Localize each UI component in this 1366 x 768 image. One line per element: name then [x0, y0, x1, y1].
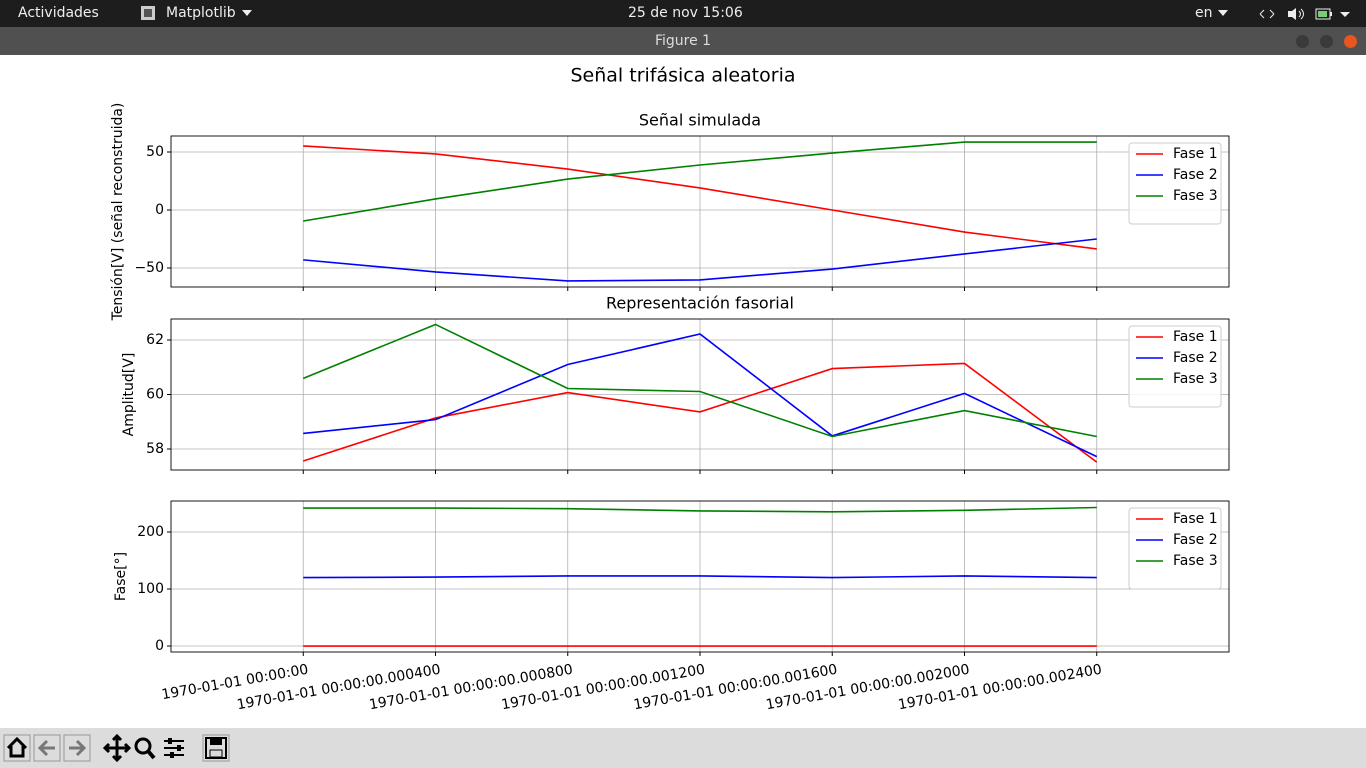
- lang-caret: [1218, 10, 1228, 16]
- toolbar: [0, 728, 1366, 768]
- activities[interactable]: Actividades: [18, 5, 99, 21]
- maximize[interactable]: [1320, 35, 1333, 48]
- minimize[interactable]: [1296, 35, 1309, 48]
- lang[interactable]: en: [1195, 5, 1213, 21]
- data-line: [303, 362, 1098, 463]
- legend-label: Fase 2: [1173, 532, 1218, 548]
- app-icon: [141, 6, 155, 20]
- data-line: [303, 141, 1097, 222]
- data-line: [303, 575, 1097, 579]
- window-titlebar: Figure 1: [0, 27, 1366, 55]
- y-tick-label: 100: [137, 581, 164, 597]
- back-button[interactable]: [33, 734, 61, 762]
- axes-title: Señal simulada: [639, 111, 761, 130]
- legend-label: Fase 1: [1173, 146, 1218, 162]
- home-button[interactable]: [3, 734, 31, 762]
- legend-label: Fase 1: [1173, 329, 1218, 345]
- data-line: [303, 238, 1097, 282]
- app-menu[interactable]: Matplotlib: [166, 5, 236, 21]
- top-bar: Actividades Matplotlib 25 de nov 15:06 e…: [0, 0, 1366, 27]
- y-tick-label: 62: [146, 332, 164, 348]
- legend-label: Fase 3: [1173, 371, 1218, 387]
- y-tick-label: 0: [155, 638, 164, 654]
- legend-label: Fase 3: [1173, 553, 1218, 569]
- y-tick-label: 58: [146, 441, 164, 457]
- configure-button[interactable]: [164, 738, 184, 758]
- status-icons[interactable]: [1258, 6, 1358, 22]
- axes-title: Representación fasorial: [606, 294, 794, 313]
- data-line: [303, 145, 1097, 250]
- legend-label: Fase 3: [1173, 188, 1218, 204]
- y-tick-label: 50: [146, 144, 164, 160]
- legend-label: Fase 1: [1173, 511, 1218, 527]
- y-tick-label: 200: [137, 524, 164, 540]
- legend-box: [1128, 507, 1222, 590]
- legend-box: [1128, 325, 1222, 408]
- pan-button[interactable]: [102, 733, 132, 763]
- window-title: Figure 1: [654, 33, 712, 49]
- app-caret: [242, 10, 252, 16]
- legend-label: Fase 2: [1173, 167, 1218, 183]
- figure: Señal trifásica aleatoria Tiempo[s] Seña…: [110, 65, 1230, 713]
- y-tick-label: 0: [155, 202, 164, 218]
- y-axis-label: Fase[°]: [113, 552, 129, 601]
- toolbar-icons: [3, 733, 230, 763]
- legend-label: Fase 2: [1173, 350, 1218, 366]
- y-tick-label: 60: [146, 387, 164, 403]
- axes-frame: [170, 500, 1230, 653]
- zoom-button[interactable]: [134, 737, 156, 760]
- data-line: [303, 333, 1098, 458]
- save-button[interactable]: [202, 734, 230, 762]
- data-line: [302, 323, 1097, 438]
- forward-button[interactable]: [63, 734, 91, 762]
- close[interactable]: [1344, 35, 1357, 48]
- data-line: [303, 506, 1097, 513]
- clock[interactable]: 25 de nov 15:06: [628, 5, 743, 21]
- y-axis-label: Amplitud[V]: [121, 353, 137, 437]
- axes-frame: [170, 135, 1230, 288]
- y-axis-label: Tensión[V] (señal reconstruida): [110, 103, 126, 322]
- axes-frame: [170, 318, 1230, 471]
- y-tick-label: −50: [134, 260, 164, 276]
- figure-title: Señal trifásica aleatoria: [571, 65, 796, 87]
- legend-box: [1128, 142, 1222, 225]
